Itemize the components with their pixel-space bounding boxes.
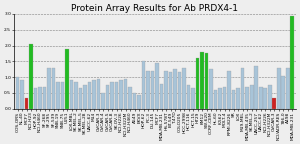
Bar (92, 80, 96, 109)
Bar (47, 68, 51, 109)
Bar (178, 72, 181, 109)
Title: Protein Array Results for Ab PRDX4-1: Protein Array Results for Ab PRDX4-1 (71, 4, 238, 13)
Bar (38, 87, 42, 109)
Bar (223, 87, 226, 109)
Bar (43, 87, 46, 109)
Bar (142, 61, 146, 109)
Bar (200, 52, 204, 109)
Bar (173, 69, 177, 109)
Bar (119, 80, 123, 109)
Bar (245, 87, 249, 109)
Bar (137, 95, 141, 109)
Bar (110, 82, 114, 109)
Bar (56, 82, 60, 109)
Bar (214, 90, 217, 109)
Bar (124, 79, 128, 109)
Bar (250, 85, 253, 109)
Bar (155, 63, 159, 109)
Bar (232, 90, 236, 109)
Bar (254, 66, 258, 109)
Bar (281, 76, 285, 109)
Bar (16, 77, 19, 109)
Bar (34, 88, 38, 109)
Bar (70, 80, 74, 109)
Bar (52, 68, 56, 109)
Bar (133, 93, 136, 109)
Bar (209, 69, 213, 109)
Bar (236, 88, 240, 109)
Bar (128, 87, 132, 109)
Bar (191, 88, 195, 109)
Bar (227, 71, 231, 109)
Bar (79, 88, 83, 109)
Bar (29, 44, 33, 109)
Bar (164, 71, 168, 109)
Bar (160, 84, 164, 109)
Bar (25, 98, 28, 109)
Bar (218, 88, 222, 109)
Bar (65, 49, 69, 109)
Bar (187, 85, 190, 109)
Bar (205, 53, 208, 109)
Bar (101, 93, 105, 109)
Bar (88, 82, 92, 109)
Bar (61, 82, 64, 109)
Bar (241, 68, 244, 109)
Bar (277, 68, 281, 109)
Bar (263, 88, 267, 109)
Bar (169, 72, 172, 109)
Bar (106, 85, 110, 109)
Bar (182, 68, 186, 109)
Bar (74, 82, 78, 109)
Bar (286, 68, 290, 109)
Bar (83, 85, 87, 109)
Bar (268, 85, 272, 109)
Bar (97, 79, 101, 109)
Bar (259, 87, 262, 109)
Bar (146, 71, 150, 109)
Bar (115, 82, 119, 109)
Bar (151, 71, 154, 109)
Bar (20, 80, 24, 109)
Bar (290, 16, 294, 109)
Bar (196, 58, 200, 109)
Bar (272, 98, 276, 109)
